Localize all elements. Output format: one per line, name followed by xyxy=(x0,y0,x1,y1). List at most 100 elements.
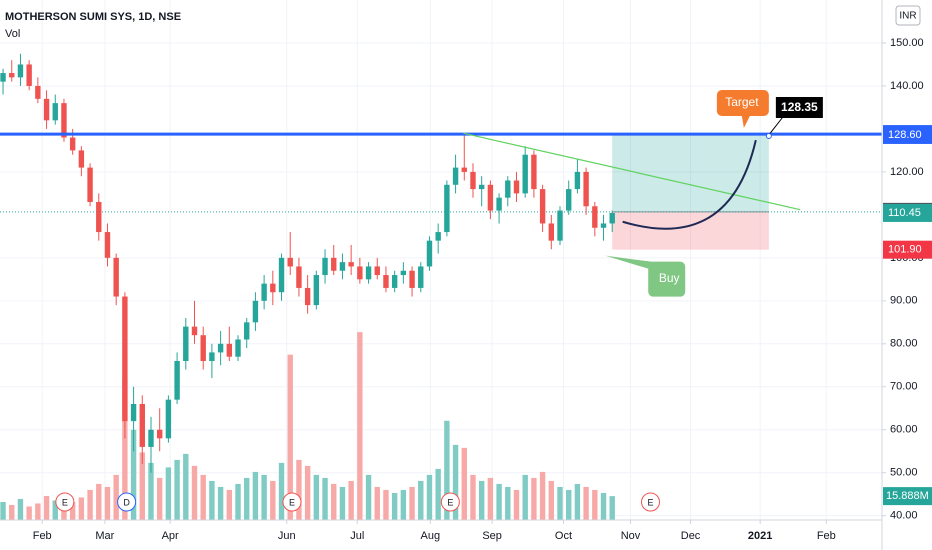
volume-bar xyxy=(348,480,354,520)
candle-body xyxy=(244,322,250,340)
candle-body xyxy=(357,266,363,280)
volume-bar xyxy=(452,444,459,520)
price-label: 101.90 xyxy=(888,244,922,256)
volume-bar xyxy=(17,498,24,520)
volume-bar xyxy=(470,474,476,520)
candle-body xyxy=(418,266,424,288)
candle-body xyxy=(409,270,415,288)
price-label-box xyxy=(883,240,932,259)
volume-bar xyxy=(122,377,128,520)
candle-body xyxy=(200,335,206,361)
volume-bars xyxy=(0,332,615,520)
event-marker xyxy=(641,492,661,512)
axes: 40.0050.0060.0070.0080.0090.00100.00120.… xyxy=(33,37,932,542)
candle-body xyxy=(287,257,293,267)
candle-body xyxy=(331,257,337,271)
volume-bar xyxy=(487,477,494,520)
event-label: E xyxy=(289,497,295,507)
y-tick-label: 60.00 xyxy=(890,424,918,436)
volume-bar xyxy=(461,447,467,520)
volume-bar xyxy=(513,489,520,520)
volume-bar xyxy=(165,467,172,520)
target-callout xyxy=(716,90,769,128)
candle-body xyxy=(43,98,50,121)
candle-body xyxy=(470,171,476,190)
event-marker xyxy=(117,492,137,512)
volume-bar xyxy=(313,474,320,520)
volume-bar xyxy=(383,489,389,520)
volume-bar xyxy=(287,354,293,520)
volume-bar xyxy=(566,489,572,520)
y-tick-label: 90.00 xyxy=(890,295,918,307)
candle-body xyxy=(365,266,372,280)
volume-bar xyxy=(522,474,528,520)
volume-bar xyxy=(9,504,15,520)
candle-body xyxy=(217,343,224,353)
currency[interactable]: INR xyxy=(899,11,916,22)
price-label: 128.60 xyxy=(888,129,922,141)
candle-body xyxy=(17,64,24,78)
candle-body xyxy=(583,171,589,207)
loss-zone xyxy=(612,211,769,250)
volume-bar xyxy=(43,495,50,520)
volume-bar xyxy=(139,452,145,520)
volume-bar xyxy=(322,477,328,520)
candle-body xyxy=(52,103,58,121)
volume-bar xyxy=(418,480,424,520)
volume-bar xyxy=(365,474,372,520)
candle-body xyxy=(209,352,215,361)
y-tick-label: 150.00 xyxy=(890,37,924,49)
currency-box[interactable] xyxy=(895,5,921,26)
volume-bar xyxy=(409,486,415,520)
candle-body xyxy=(261,283,267,301)
buy-callout xyxy=(605,255,686,297)
candle-body xyxy=(139,403,145,447)
candle-body xyxy=(35,85,41,99)
volume-bar xyxy=(235,483,241,520)
candle-body xyxy=(505,180,511,198)
y-tick-label: 80.00 xyxy=(890,338,918,350)
event-marker xyxy=(282,492,302,512)
volume-bar xyxy=(200,474,206,520)
volume-bar xyxy=(600,492,607,520)
candle-body xyxy=(609,212,615,224)
y-tick-label: 120.00 xyxy=(890,166,924,178)
y-tick-label: 50.00 xyxy=(890,467,918,479)
candle-body xyxy=(165,399,172,439)
volume-bar xyxy=(113,474,119,520)
volume-bar xyxy=(0,501,6,520)
price-callout xyxy=(775,97,823,118)
volume-bar xyxy=(261,474,267,520)
candle-body xyxy=(574,171,581,190)
price-callout-line xyxy=(768,116,784,136)
candle-body xyxy=(122,296,128,422)
candle-body xyxy=(539,189,546,224)
event-label: D xyxy=(123,497,130,507)
volume-bar xyxy=(296,459,302,520)
candle-body xyxy=(339,262,346,271)
volume-bar xyxy=(252,471,259,520)
drawings: Target 128.35 Buy E D E E E xyxy=(0,90,882,512)
candle-body xyxy=(435,232,441,241)
candle-body xyxy=(400,270,407,276)
candle-body xyxy=(383,275,389,288)
candle-body xyxy=(296,266,302,288)
trendline xyxy=(463,132,801,211)
candle-body xyxy=(156,429,163,439)
volume-bar xyxy=(539,471,546,520)
price-label-box xyxy=(883,203,932,222)
target-text: Target xyxy=(725,95,759,109)
volume-bar xyxy=(531,477,537,520)
volume-bar xyxy=(226,489,233,520)
volume-bar xyxy=(87,489,93,520)
candle-body xyxy=(322,257,328,276)
volume-bar xyxy=(609,496,615,520)
candle-body xyxy=(113,257,119,297)
volume-bar xyxy=(339,486,346,520)
volume-bar xyxy=(278,462,285,520)
x-tick-label: Sep xyxy=(482,530,502,542)
candle-body xyxy=(226,343,233,357)
candle-body xyxy=(566,189,572,211)
